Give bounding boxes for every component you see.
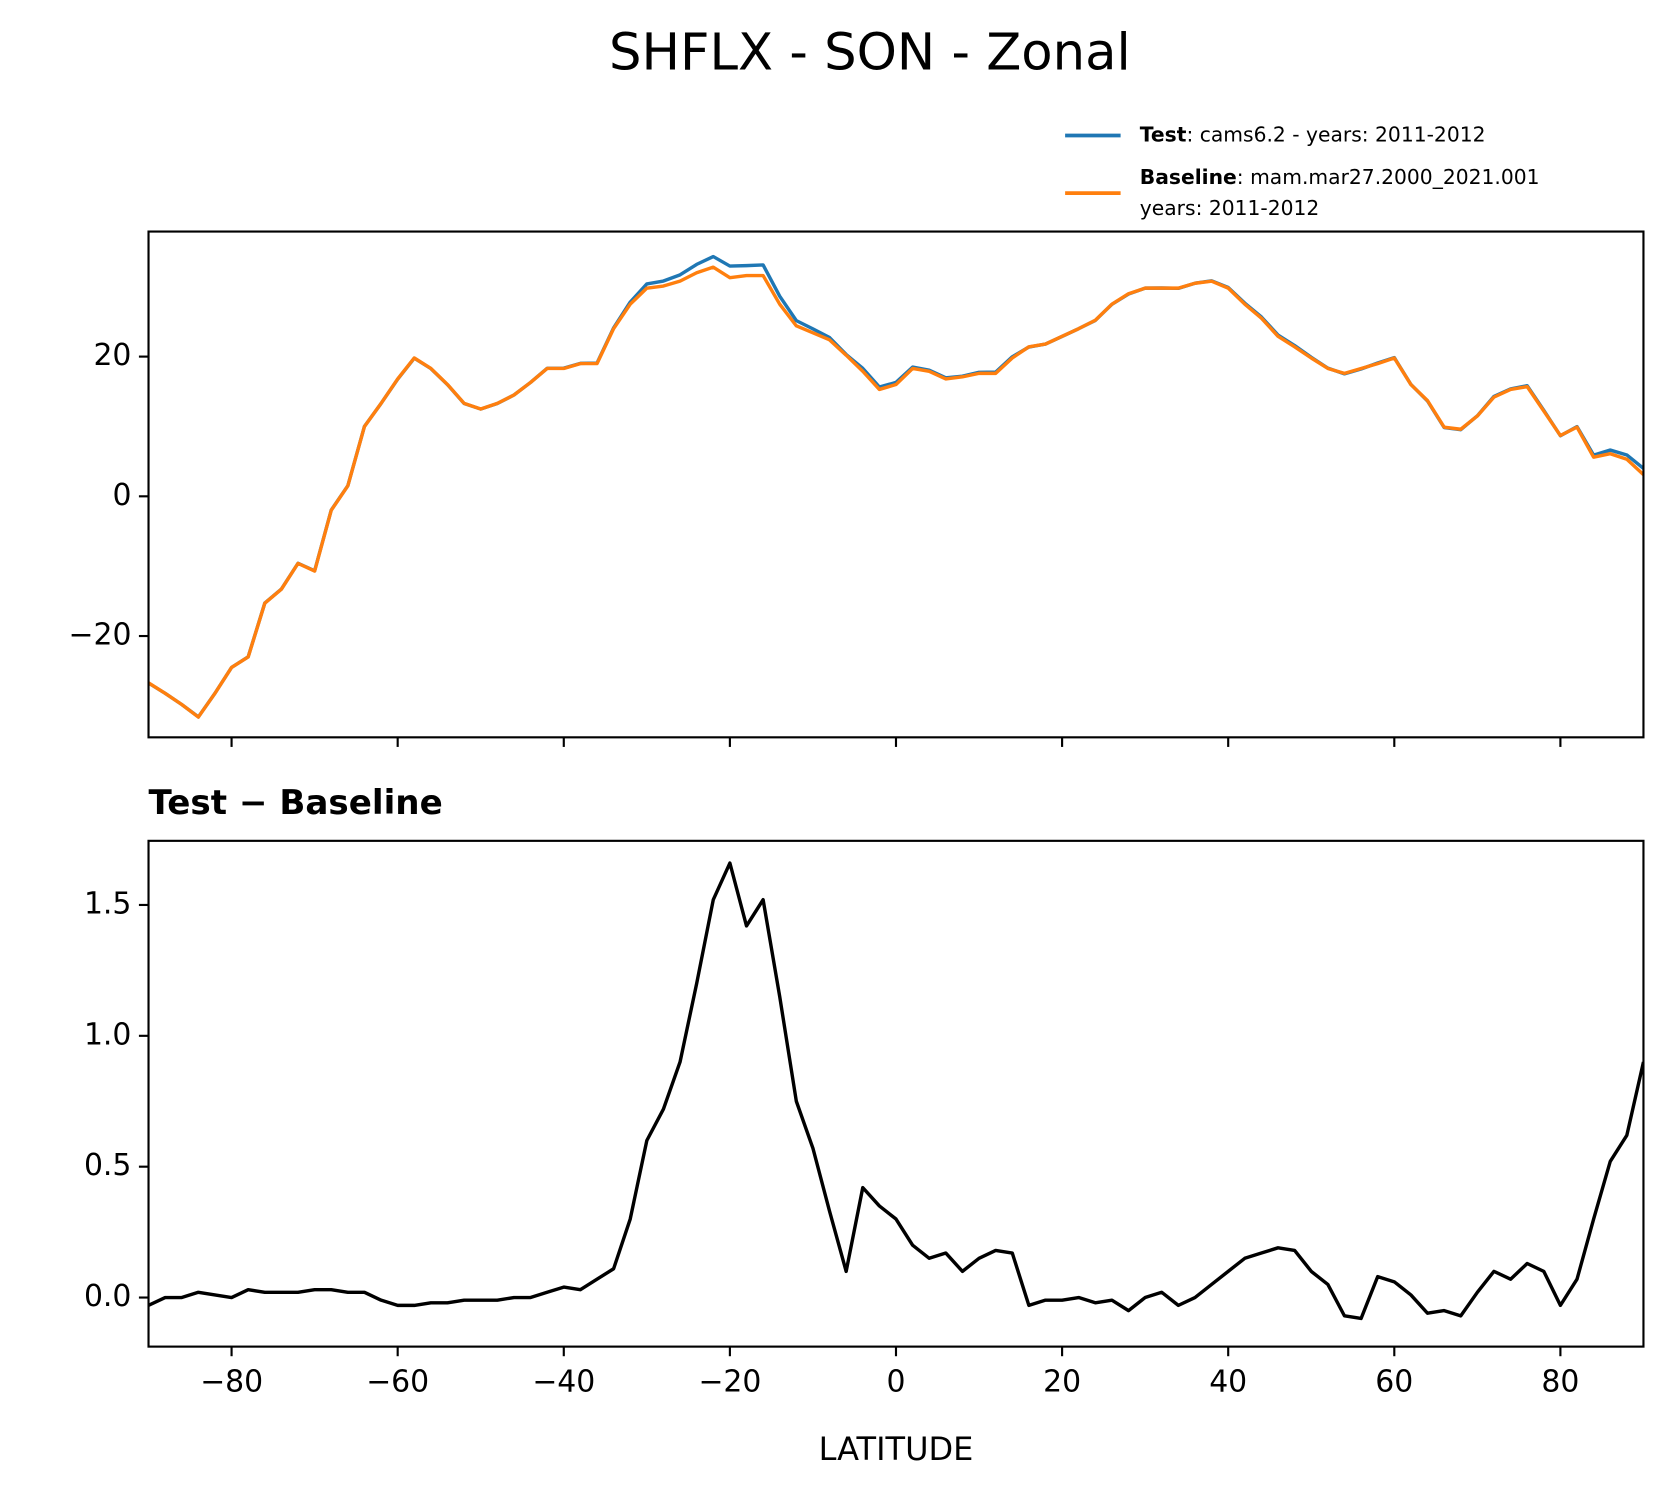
legend-text: : mam.mar27.2000_2021.001 — [1237, 165, 1540, 189]
y-tick-label: 0 — [112, 478, 131, 513]
x-tick-label: 20 — [1043, 1364, 1081, 1399]
axes-frame — [147, 839, 1645, 1348]
y-tick-label: 0.5 — [84, 1148, 132, 1183]
legend-text: years: 2011-2012 — [1140, 196, 1320, 220]
x-tick-label: 40 — [1209, 1364, 1247, 1399]
data-line — [148, 861, 1644, 1321]
plot-area — [148, 861, 1644, 1321]
y-tick-label: 20 — [93, 338, 131, 373]
data-line — [148, 265, 1644, 719]
legend-name: Baseline — [1140, 165, 1237, 189]
legend-text: : cams6.2 - years: 2011-2012 — [1186, 122, 1485, 146]
x-tick-label: −80 — [200, 1364, 263, 1399]
legend-entry: Test: cams6.2 - years: 2011-2012 — [1140, 122, 1486, 146]
y-tick-label: 1.5 — [84, 886, 132, 921]
x-tick-label: −40 — [532, 1364, 595, 1399]
y-tick-label: 1.0 — [84, 1017, 132, 1052]
legend-name: Test — [1140, 122, 1187, 146]
axes-frame — [147, 230, 1645, 739]
x-tick-label: −20 — [698, 1364, 761, 1399]
subplot-title: Test − Baseline — [149, 783, 443, 823]
x-tick-label: 0 — [886, 1364, 905, 1399]
figure-title: SHFLX - SON - Zonal — [609, 22, 1131, 82]
legend-entry: Baseline: mam.mar27.2000_2021.001 — [1140, 165, 1540, 189]
x-tick-label: 80 — [1541, 1364, 1579, 1399]
x-tick-label: 60 — [1375, 1364, 1413, 1399]
plot-area — [148, 254, 1644, 719]
y-tick-label: −20 — [68, 618, 131, 653]
legend-entry: years: 2011-2012 — [1140, 196, 1320, 220]
y-tick-label: 0.0 — [84, 1279, 132, 1314]
x-axis-label: LATITUDE — [819, 1430, 974, 1468]
x-tick-label: −60 — [366, 1364, 429, 1399]
